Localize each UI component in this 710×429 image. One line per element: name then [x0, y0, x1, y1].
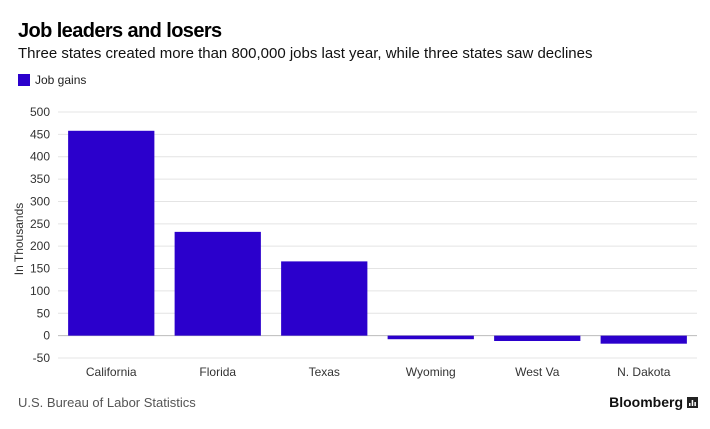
y-tick-label: 150 — [30, 262, 50, 276]
y-tick-label: 100 — [30, 284, 50, 298]
bar-wyoming — [387, 335, 474, 340]
brand-name: Bloomberg — [609, 394, 683, 410]
y-tick-label: 250 — [30, 217, 50, 231]
y-tick-label: 0 — [43, 329, 50, 343]
legend: Job gains — [18, 73, 86, 87]
x-tick-label: N. Dakota — [617, 365, 671, 379]
bar-texas — [281, 261, 368, 336]
source-note: U.S. Bureau of Labor Statistics — [18, 395, 196, 410]
bloomberg-chart-icon — [687, 396, 698, 408]
bar-n-dakota — [600, 335, 687, 344]
y-tick-label: 350 — [30, 172, 50, 186]
y-tick-label: -50 — [33, 351, 51, 365]
y-tick-label: 450 — [30, 127, 50, 141]
x-tick-label: Wyoming — [406, 365, 456, 379]
legend-label: Job gains — [35, 73, 87, 87]
y-tick-label: 400 — [30, 150, 50, 164]
y-axis-label: In Thousands — [12, 203, 26, 276]
x-tick-label: Florida — [199, 365, 236, 379]
y-tick-label: 500 — [30, 105, 50, 119]
brand-logo: Bloomberg — [609, 394, 698, 410]
bar-west-va — [494, 335, 581, 342]
y-tick-label: 50 — [37, 306, 51, 320]
bar-florida — [174, 231, 261, 336]
bar-california — [68, 130, 155, 336]
chart-title: Job leaders and losers — [18, 20, 222, 42]
chart-subtitle: Three states created more than 800,000 j… — [18, 45, 593, 62]
x-tick-label: Texas — [309, 365, 340, 379]
y-tick-label: 200 — [30, 239, 50, 253]
x-tick-label: California — [86, 365, 137, 379]
x-tick-label: West Va — [515, 365, 560, 379]
y-tick-label: 300 — [30, 194, 50, 208]
legend-swatch — [18, 74, 30, 86]
